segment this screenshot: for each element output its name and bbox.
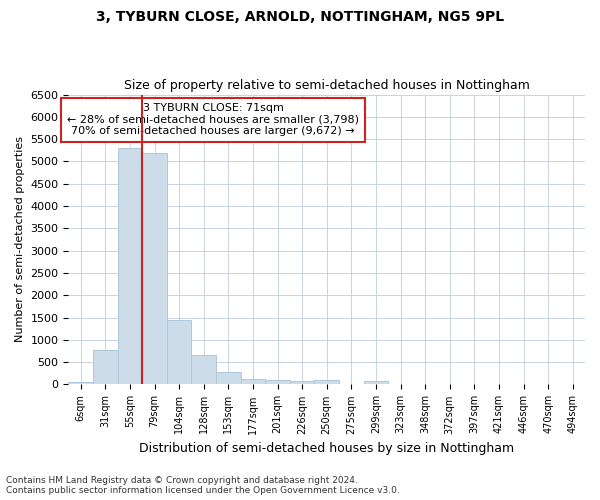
Bar [290,381,314,384]
Bar [265,380,290,384]
Text: Contains HM Land Registry data © Crown copyright and database right 2024.
Contai: Contains HM Land Registry data © Crown c… [6,476,400,495]
Bar [241,378,265,384]
Bar [142,152,167,384]
Y-axis label: Number of semi-detached properties: Number of semi-detached properties [15,136,25,342]
Text: 3, TYBURN CLOSE, ARNOLD, NOTTINGHAM, NG5 9PL: 3, TYBURN CLOSE, ARNOLD, NOTTINGHAM, NG5… [96,10,504,24]
Title: Size of property relative to semi-detached houses in Nottingham: Size of property relative to semi-detach… [124,79,530,92]
Bar [191,356,216,384]
Bar [118,148,142,384]
Bar [216,372,241,384]
Bar [364,381,388,384]
Bar [93,350,118,384]
Bar [167,320,191,384]
Bar [314,380,339,384]
Text: 3 TYBURN CLOSE: 71sqm
← 28% of semi-detached houses are smaller (3,798)
70% of s: 3 TYBURN CLOSE: 71sqm ← 28% of semi-deta… [67,104,359,136]
X-axis label: Distribution of semi-detached houses by size in Nottingham: Distribution of semi-detached houses by … [139,442,514,455]
Bar [68,382,93,384]
